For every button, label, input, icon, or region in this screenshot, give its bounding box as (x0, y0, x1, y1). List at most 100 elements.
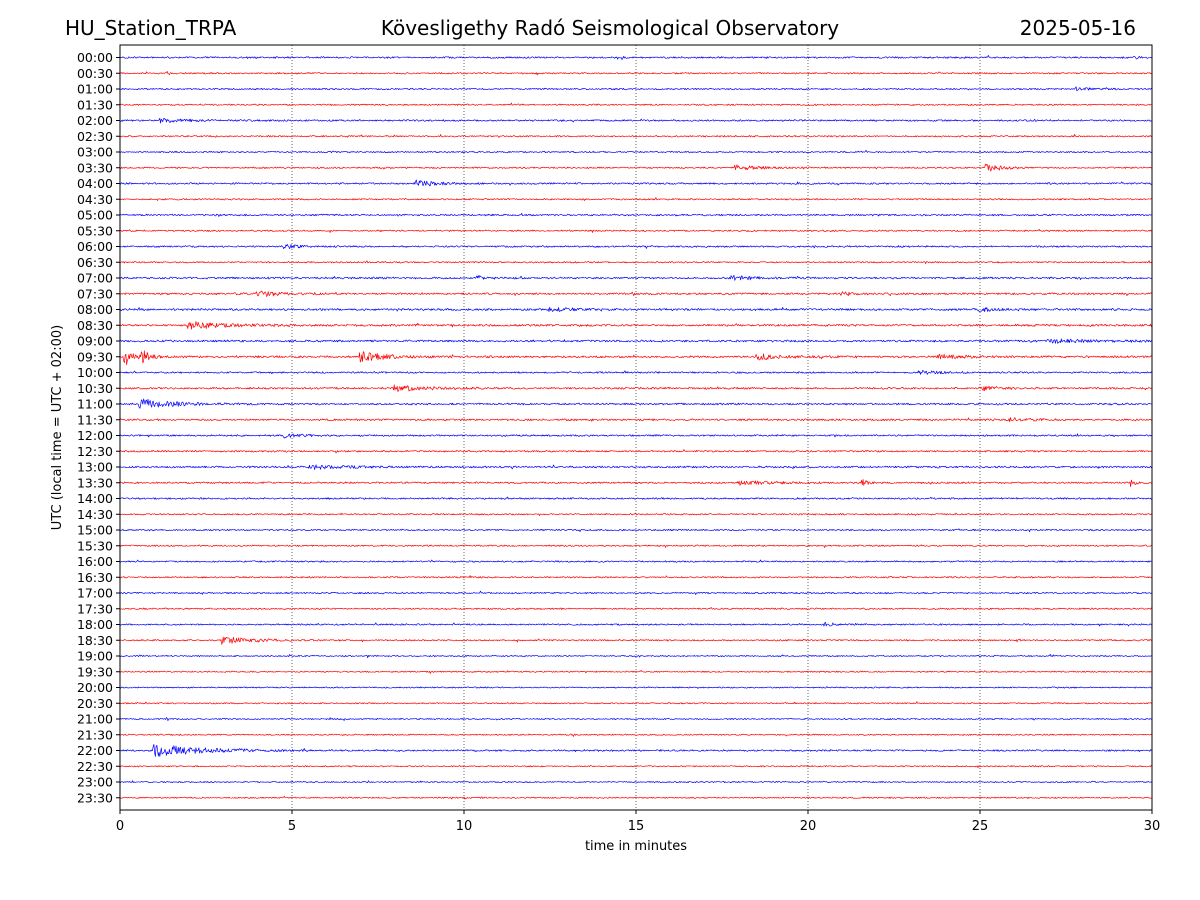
trace-1000 (119, 369, 1153, 375)
trace-1430 (119, 512, 1153, 516)
x-axis-label: time in minutes (585, 839, 687, 854)
trace-1630 (119, 575, 1153, 579)
trace-0200 (119, 117, 1153, 124)
y-tick-label: 13:30 (77, 475, 113, 490)
x-tick-label: 30 (1144, 819, 1161, 834)
y-tick-label: 06:00 (77, 239, 113, 254)
trace-2000 (119, 686, 1153, 689)
trace-0630 (119, 260, 1153, 265)
trace-1600 (119, 559, 1153, 563)
trace-0830 (119, 321, 1153, 330)
trace-group (119, 55, 1153, 800)
trace-0730 (119, 290, 1153, 297)
trace-2100 (119, 717, 1153, 722)
y-tick-label: 19:30 (77, 664, 113, 679)
trace-0600 (119, 244, 1153, 250)
y-tick-label: 23:00 (77, 775, 113, 790)
trace-1100 (119, 398, 1153, 409)
trace-1930 (119, 669, 1153, 674)
trace-0030 (119, 71, 1153, 76)
y-tick-label: 20:00 (77, 680, 113, 695)
trace-0800 (119, 306, 1153, 313)
trace-0900 (119, 338, 1153, 344)
y-tick-label: 03:30 (77, 160, 113, 175)
y-tick-label: 19:00 (77, 649, 113, 664)
chart-title: Kövesligethy Radó Seismological Observat… (380, 16, 840, 40)
y-tick-group: 00:0000:3001:0001:3002:0002:3003:0003:30… (77, 50, 120, 805)
y-tick-label: 17:00 (77, 586, 113, 601)
trace-0230 (119, 133, 1153, 138)
y-tick-label: 20:30 (77, 696, 113, 711)
trace-2230 (119, 765, 1153, 769)
y-tick-label: 02:00 (77, 113, 113, 128)
trace-0330 (119, 163, 1153, 172)
trace-2030 (119, 701, 1153, 705)
trace-2330 (119, 795, 1153, 800)
trace-0530 (119, 228, 1153, 233)
trace-1200 (119, 433, 1153, 439)
trace-2130 (119, 733, 1153, 737)
trace-1830 (119, 636, 1153, 645)
trace-1030 (119, 384, 1153, 392)
y-tick-label: 21:00 (77, 712, 113, 727)
y-tick-label: 12:00 (77, 428, 113, 443)
y-tick-label: 12:30 (77, 444, 113, 459)
x-tick-label: 0 (116, 819, 124, 834)
trace-0500 (119, 212, 1153, 217)
y-tick-label: 08:00 (77, 302, 113, 317)
trace-0000 (119, 55, 1153, 60)
trace-0930 (119, 350, 1153, 366)
trace-0300 (119, 149, 1153, 154)
y-tick-label: 00:30 (77, 66, 113, 81)
y-tick-label: 15:30 (77, 538, 113, 553)
trace-1230 (119, 449, 1153, 454)
y-tick-label: 02:30 (77, 129, 113, 144)
trace-1300 (119, 464, 1153, 470)
y-tick-label: 15:00 (77, 523, 113, 538)
y-tick-label: 03:00 (77, 145, 113, 160)
y-tick-label: 04:30 (77, 192, 113, 207)
trace-0100 (119, 86, 1153, 91)
y-tick-label: 00:00 (77, 50, 113, 65)
y-tick-label: 04:00 (77, 176, 113, 191)
trace-1330 (119, 479, 1153, 488)
x-tick-label: 15 (628, 819, 645, 834)
y-tick-label: 07:00 (77, 271, 113, 286)
y-tick-label: 17:30 (77, 601, 113, 616)
y-tick-label: 13:00 (77, 460, 113, 475)
y-tick-label: 10:00 (77, 365, 113, 380)
trace-2300 (119, 780, 1153, 784)
trace-1530 (119, 544, 1153, 548)
y-tick-label: 11:00 (77, 397, 113, 412)
trace-1800 (119, 621, 1153, 627)
trace-1130 (119, 417, 1153, 423)
station-name: HU_Station_TRPA (65, 16, 237, 40)
y-tick-label: 16:00 (77, 554, 113, 569)
y-tick-label: 22:00 (77, 743, 113, 758)
trace-1730 (119, 607, 1153, 610)
y-tick-label: 14:00 (77, 491, 113, 506)
grid-lines (291, 45, 981, 810)
y-tick-label: 09:00 (77, 334, 113, 349)
y-tick-label: 11:30 (77, 412, 113, 427)
x-tick-label: 10 (456, 819, 473, 834)
x-tick-label: 5 (288, 819, 296, 834)
y-tick-label: 07:30 (77, 286, 113, 301)
trace-0130 (119, 102, 1153, 106)
chart-date: 2025-05-16 (1019, 16, 1136, 40)
x-tick-group: 0 5 10 15 20 25 30 (116, 810, 1160, 834)
y-tick-label: 18:00 (77, 617, 113, 632)
y-tick-label: 06:30 (77, 255, 113, 270)
trace-0700 (119, 275, 1153, 281)
y-tick-label: 01:30 (77, 97, 113, 112)
x-tick-label: 25 (972, 819, 989, 834)
y-tick-label: 08:30 (77, 318, 113, 333)
y-tick-label: 01:00 (77, 82, 113, 97)
y-tick-label: 09:30 (77, 349, 113, 364)
y-axis-label: UTC (local time = UTC + 02:00) (50, 325, 65, 530)
y-tick-label: 18:30 (77, 633, 113, 648)
y-tick-label: 05:30 (77, 223, 113, 238)
trace-0400 (119, 179, 1153, 187)
trace-1700 (119, 590, 1153, 595)
